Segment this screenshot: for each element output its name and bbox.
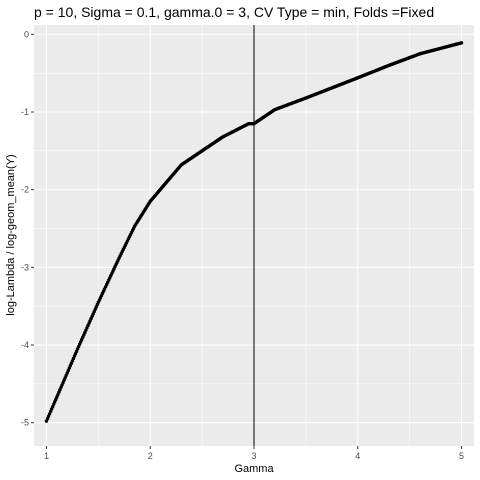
- data-point: [459, 41, 464, 45]
- y-tick-label: -2: [21, 185, 29, 195]
- chart-title: p = 10, Sigma = 0.1, gamma.0 = 3, CV Typ…: [34, 4, 434, 20]
- y-axis-ticks: 0 -1 -2 -3 -4 -5: [21, 29, 34, 428]
- y-tick-label: -5: [21, 418, 29, 428]
- x-tick-label: 1: [44, 451, 49, 461]
- y-tick-label: -4: [21, 340, 29, 350]
- x-tick-label: 5: [459, 451, 464, 461]
- x-axis-ticks: 1 2 3 4 5: [44, 446, 464, 461]
- x-tick-label: 3: [251, 451, 256, 461]
- y-axis-label: log-Lambda / log-geom_mean(Y): [5, 154, 17, 315]
- x-axis-label: Gamma: [234, 463, 274, 475]
- y-tick-label: -3: [21, 262, 29, 272]
- y-tick-label: -1: [21, 107, 29, 117]
- data-points: [44, 41, 464, 423]
- x-tick-label: 2: [148, 451, 153, 461]
- x-tick-label: 4: [355, 451, 360, 461]
- y-tick-label: 0: [24, 29, 29, 39]
